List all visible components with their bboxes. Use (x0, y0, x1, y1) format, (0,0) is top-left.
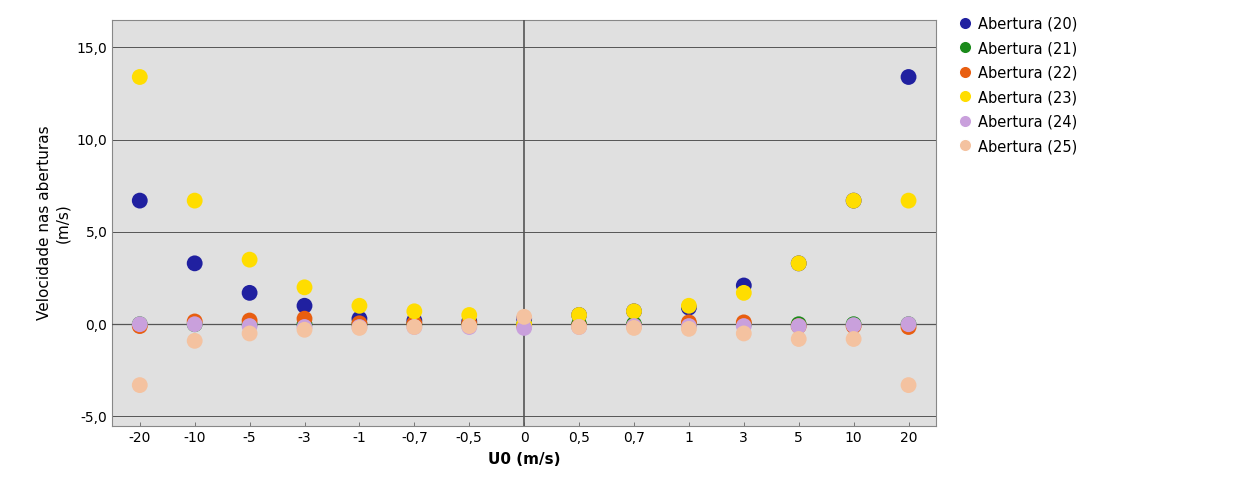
Abertura (21) (844, 320, 864, 328)
Abertura (24) (844, 321, 864, 329)
Abertura (23) (899, 197, 919, 204)
Abertura (21) (185, 320, 205, 328)
Abertura (20) (459, 317, 479, 325)
Abertura (24) (679, 322, 699, 330)
Abertura (23) (459, 311, 479, 319)
Abertura (22) (844, 322, 864, 330)
Abertura (21) (624, 320, 644, 328)
Abertura (20) (185, 259, 205, 267)
Abertura (20) (624, 307, 644, 315)
Abertura (23) (514, 320, 534, 328)
Abertura (25) (349, 324, 369, 332)
Abertura (22) (240, 317, 260, 325)
Abertura (21) (404, 320, 424, 328)
Abertura (23) (130, 73, 150, 81)
Abertura (20) (349, 315, 369, 323)
Abertura (22) (899, 323, 919, 331)
Abertura (25) (404, 323, 424, 331)
Abertura (22) (789, 322, 809, 330)
Abertura (24) (295, 323, 314, 331)
Abertura (23) (404, 307, 424, 315)
Abertura (23) (349, 302, 369, 310)
Abertura (22) (514, 322, 534, 330)
Abertura (25) (679, 325, 699, 333)
Abertura (20) (569, 311, 589, 319)
Abertura (25) (240, 330, 260, 338)
Abertura (21) (459, 320, 479, 328)
Abertura (21) (240, 320, 260, 328)
Abertura (20) (240, 289, 260, 297)
Abertura (25) (130, 381, 150, 389)
Abertura (23) (185, 197, 205, 204)
X-axis label: U0 (m/s): U0 (m/s) (488, 451, 560, 466)
Abertura (23) (240, 256, 260, 264)
Abertura (20) (404, 317, 424, 325)
Abertura (25) (734, 330, 754, 338)
Y-axis label: Velocidade nas aberturas
(m/s): Velocidade nas aberturas (m/s) (37, 125, 70, 320)
Abertura (22) (459, 319, 479, 327)
Abertura (25) (514, 313, 534, 321)
Abertura (24) (734, 322, 754, 330)
Abertura (20) (844, 197, 864, 204)
Legend: Abertura (20), Abertura (21), Abertura (22), Abertura (23), Abertura (24), Abert: Abertura (20), Abertura (21), Abertura (… (953, 12, 1082, 158)
Abertura (21) (679, 320, 699, 328)
Abertura (21) (569, 320, 589, 328)
Abertura (21) (899, 320, 919, 328)
Abertura (22) (569, 322, 589, 330)
Abertura (22) (624, 322, 644, 330)
Abertura (24) (569, 323, 589, 331)
Abertura (25) (789, 335, 809, 343)
Abertura (21) (295, 320, 314, 328)
Abertura (20) (734, 282, 754, 290)
Abertura (24) (624, 322, 644, 330)
Abertura (22) (734, 318, 754, 326)
Abertura (25) (624, 324, 644, 332)
Abertura (25) (459, 322, 479, 330)
Abertura (24) (514, 324, 534, 332)
Abertura (21) (789, 320, 809, 328)
Abertura (23) (844, 197, 864, 204)
Abertura (24) (404, 323, 424, 331)
Abertura (20) (679, 303, 699, 311)
Abertura (22) (349, 319, 369, 327)
Abertura (24) (789, 322, 809, 330)
Abertura (25) (295, 326, 314, 334)
Abertura (23) (624, 307, 644, 315)
Abertura (20) (295, 302, 314, 310)
Abertura (21) (514, 320, 534, 328)
Abertura (22) (130, 322, 150, 330)
Abertura (20) (789, 259, 809, 267)
Abertura (25) (899, 381, 919, 389)
Abertura (20) (899, 73, 919, 81)
Abertura (24) (130, 320, 150, 328)
Abertura (25) (844, 335, 864, 343)
Abertura (24) (459, 323, 479, 331)
Abertura (21) (130, 320, 150, 328)
Abertura (23) (679, 302, 699, 310)
Abertura (20) (514, 315, 534, 323)
Abertura (24) (349, 323, 369, 331)
Abertura (24) (185, 320, 205, 328)
Abertura (20) (130, 197, 150, 204)
Abertura (25) (185, 337, 205, 345)
Abertura (22) (185, 317, 205, 325)
Abertura (23) (789, 259, 809, 267)
Abertura (22) (404, 319, 424, 327)
Abertura (24) (899, 320, 919, 328)
Abertura (22) (295, 315, 314, 323)
Abertura (23) (734, 289, 754, 297)
Abertura (25) (569, 323, 589, 331)
Abertura (22) (679, 318, 699, 326)
Abertura (23) (569, 311, 589, 319)
Abertura (23) (295, 283, 314, 291)
Abertura (21) (734, 320, 754, 328)
Abertura (21) (349, 320, 369, 328)
Abertura (24) (240, 322, 260, 330)
